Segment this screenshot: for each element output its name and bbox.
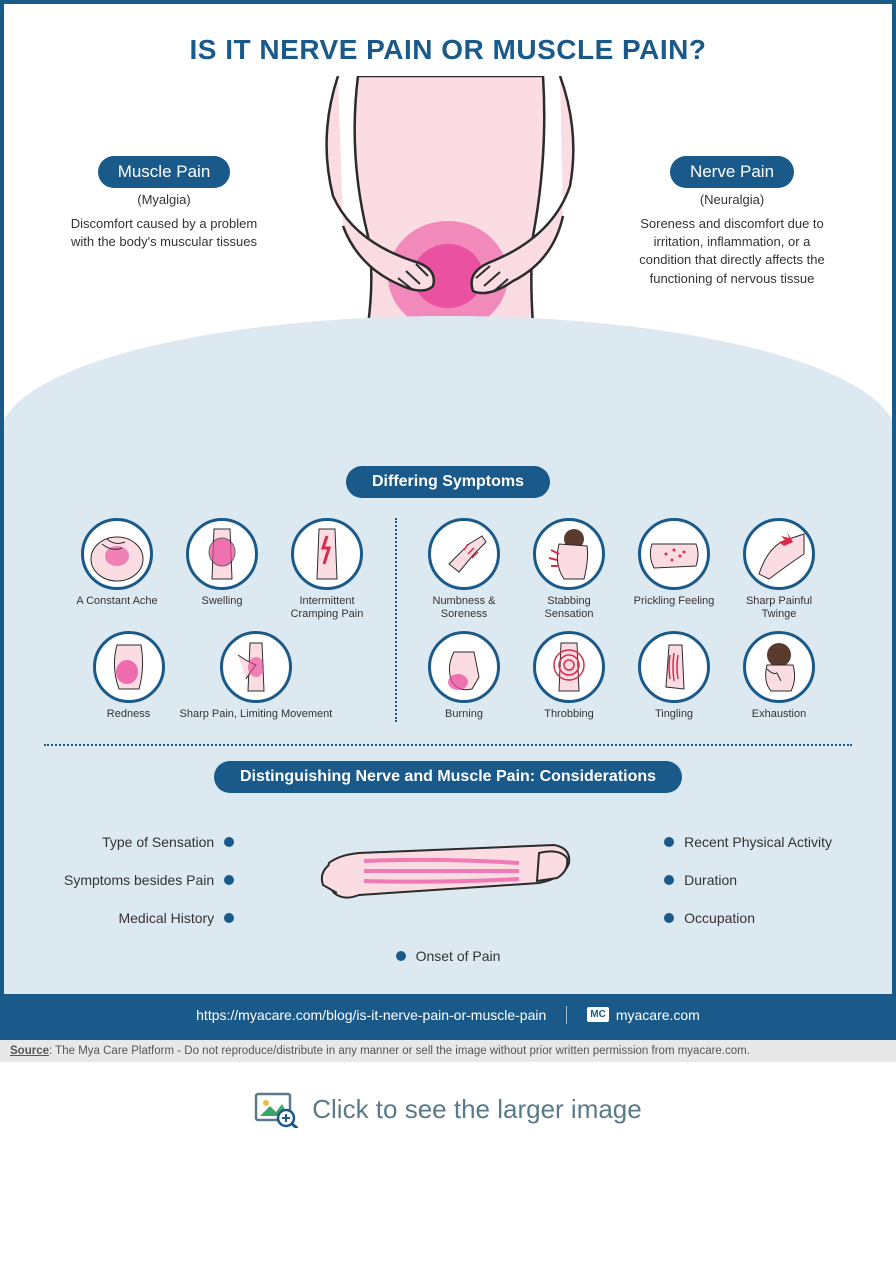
considerations-heading: Distinguishing Nerve and Muscle Pain: Co…	[214, 761, 682, 793]
symptom-label: Numbness & Soreness	[433, 595, 496, 620]
consideration-item: Type of Sensation	[102, 834, 234, 850]
symptom-item: A Constant Ache	[70, 518, 165, 621]
burning-icon	[428, 631, 500, 703]
symptom-item: Sharp Pain, Limiting Movement	[180, 631, 333, 721]
source-label: Source	[10, 1045, 49, 1057]
muscle-symptoms-column: A Constant Ache Swelling Intermittent Cr…	[70, 518, 395, 722]
symptoms-grid: A Constant Ache Swelling Intermittent Cr…	[44, 518, 852, 722]
nerve-pain-heading: Nerve Pain	[670, 156, 794, 188]
symptom-label: Intermittent Cramping Pain	[291, 595, 364, 620]
symptom-item: Swelling	[175, 518, 270, 621]
cramping-icon	[291, 518, 363, 590]
brand-badge-icon: MC	[587, 1007, 609, 1022]
symptom-item: Exhaustion	[732, 631, 827, 721]
dotted-divider	[44, 744, 852, 746]
consideration-label: Occupation	[684, 910, 755, 926]
symptom-label: A Constant Ache	[76, 595, 157, 607]
symptoms-heading: Differing Symptoms	[346, 466, 550, 498]
stabbing-icon	[533, 518, 605, 590]
redness-icon	[93, 631, 165, 703]
nerve-symptoms-column: Numbness & Soreness Stabbing Sensation P…	[395, 518, 827, 722]
cta-text: Click to see the larger image	[312, 1094, 641, 1125]
symptom-item: Numbness & Soreness	[417, 518, 512, 621]
prickling-icon	[638, 518, 710, 590]
muscle-pain-sub: (Myalgia)	[59, 192, 269, 207]
infographic-frame: IS IT NERVE PAIN OR MUSCLE PAIN? Muscle …	[0, 0, 896, 1040]
exhaustion-icon	[743, 631, 815, 703]
throbbing-icon	[533, 631, 605, 703]
image-zoom-icon	[254, 1092, 298, 1128]
consideration-item: Medical History	[118, 910, 234, 926]
bullet-dot	[664, 837, 674, 847]
symptom-label: Redness	[107, 708, 150, 720]
symptom-item: Burning	[417, 631, 512, 721]
numbness-icon	[428, 518, 500, 590]
symptom-item: Tingling	[627, 631, 722, 721]
symptom-item: Prickling Feeling	[627, 518, 722, 621]
bullet-dot	[224, 875, 234, 885]
consideration-item: Symptoms besides Pain	[64, 872, 234, 888]
swelling-icon	[186, 518, 258, 590]
bullet-dot	[224, 837, 234, 847]
consideration-label: Duration	[684, 872, 737, 888]
bullet-dot	[224, 913, 234, 923]
considerations-section: Distinguishing Nerve and Muscle Pain: Co…	[44, 761, 852, 994]
muscle-pain-box: Muscle Pain (Myalgia) Discomfort caused …	[59, 156, 269, 251]
tingling-icon	[638, 631, 710, 703]
symptom-item: Stabbing Sensation	[522, 518, 617, 621]
nerve-pain-desc: Soreness and discomfort due to irritatio…	[627, 215, 837, 288]
twinge-icon	[743, 518, 815, 590]
considerations-right: Recent Physical Activity Duration Occupa…	[664, 834, 832, 926]
bullet-dot	[396, 951, 406, 961]
consideration-item: Duration	[664, 872, 737, 888]
consideration-bottom: Onset of Pain	[44, 948, 852, 964]
sharp-pain-icon	[220, 631, 292, 703]
symptom-label: Swelling	[202, 595, 243, 607]
symptom-label: Exhaustion	[752, 708, 806, 720]
consideration-label: Onset of Pain	[416, 948, 501, 964]
symptom-label: Prickling Feeling	[634, 595, 715, 607]
consideration-label: Type of Sensation	[102, 834, 214, 850]
symptom-item: Sharp Painful Twinge	[732, 518, 827, 621]
consideration-label: Symptoms besides Pain	[64, 872, 214, 888]
considerations-grid: Type of Sensation Symptoms besides Pain …	[44, 813, 852, 958]
nerve-pain-sub: (Neuralgia)	[627, 192, 837, 207]
symptom-label: Throbbing	[544, 708, 594, 720]
muscle-pain-heading: Muscle Pain	[98, 156, 231, 188]
source-strip: Source: The Mya Care Platform - Do not r…	[0, 1040, 896, 1062]
symptom-label: Tingling	[655, 708, 693, 720]
symptom-label: Burning	[445, 708, 483, 720]
symptom-label: Sharp Painful Twinge	[746, 595, 812, 620]
nerve-pain-box: Nerve Pain (Neuralgia) Soreness and disc…	[627, 156, 837, 288]
consideration-label: Medical History	[118, 910, 214, 926]
symptom-item: Intermittent Cramping Pain	[280, 518, 375, 621]
bullet-dot	[664, 913, 674, 923]
symptom-label: Sharp Pain, Limiting Movement	[180, 708, 333, 720]
symptom-item: Redness	[93, 631, 165, 721]
cta-larger-image[interactable]: Click to see the larger image	[0, 1062, 896, 1158]
source-text: : The Mya Care Platform - Do not reprodu…	[49, 1045, 750, 1057]
forearm-illustration	[309, 823, 589, 938]
consideration-item: Recent Physical Activity	[664, 834, 832, 850]
consideration-label: Recent Physical Activity	[684, 834, 832, 850]
main-title: IS IT NERVE PAIN OR MUSCLE PAIN?	[4, 4, 892, 76]
symptom-item: Throbbing	[522, 631, 617, 721]
muscle-pain-desc: Discomfort caused by a problem with the …	[59, 215, 269, 251]
constant-ache-icon	[81, 518, 153, 590]
footer-bar: https://myacare.com/blog/is-it-nerve-pai…	[4, 994, 892, 1036]
consideration-item: Occupation	[664, 910, 755, 926]
bullet-dot	[664, 875, 674, 885]
lower-section: Differing Symptoms A Constant Ache Swell…	[4, 436, 892, 994]
footer-brand: myacare.com	[616, 1007, 700, 1023]
symptom-label: Stabbing Sensation	[545, 595, 594, 620]
footer-divider	[566, 1006, 567, 1024]
considerations-left: Type of Sensation Symptoms besides Pain …	[64, 834, 234, 926]
footer-brand-wrap: MC myacare.com	[587, 1007, 700, 1023]
footer-url: https://myacare.com/blog/is-it-nerve-pai…	[196, 1007, 546, 1023]
